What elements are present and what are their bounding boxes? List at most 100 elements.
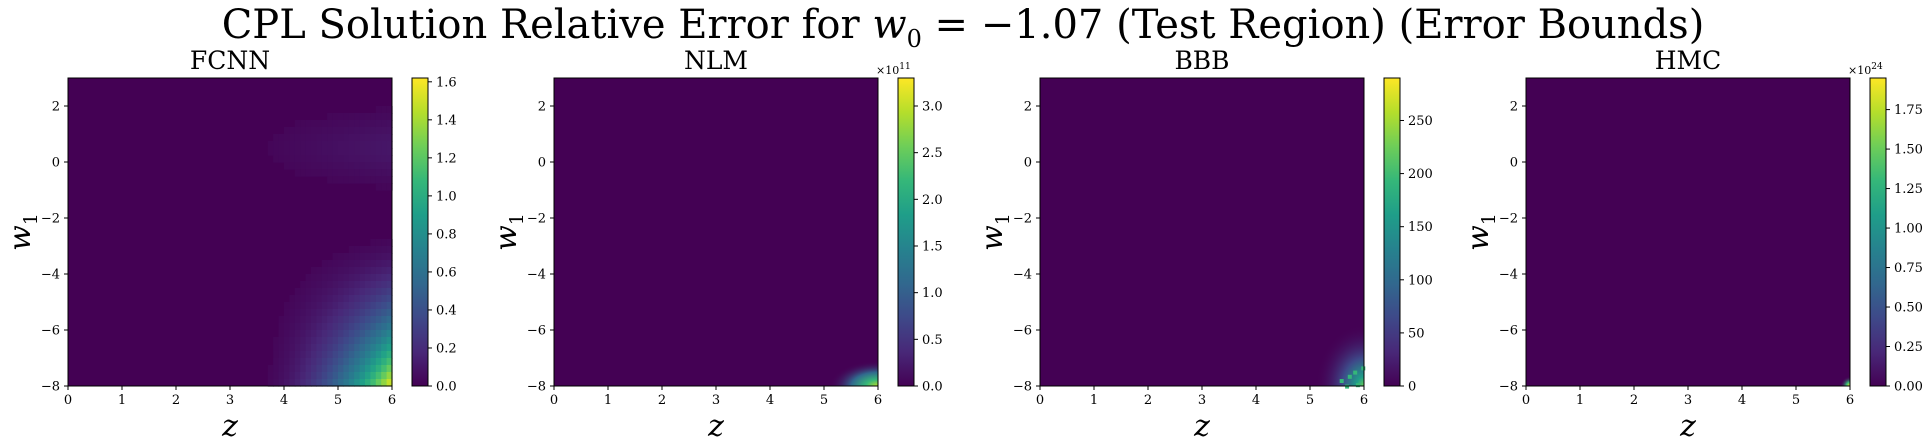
heatmap-cell bbox=[348, 365, 355, 373]
heatmap-cell bbox=[294, 120, 301, 128]
heatmap-cell bbox=[316, 134, 323, 142]
heatmap-cell bbox=[365, 358, 371, 366]
heatmap-cell bbox=[348, 169, 355, 177]
heatmap-cell bbox=[273, 365, 280, 373]
heatmap-cell bbox=[332, 358, 339, 366]
heatmap-cell bbox=[289, 372, 296, 380]
heatmap-cell bbox=[294, 162, 301, 170]
y-tick-label: −4 bbox=[1499, 268, 1518, 283]
heatmap-cell bbox=[311, 295, 317, 303]
heatmap-cell bbox=[359, 113, 366, 121]
heatmap-cell bbox=[365, 344, 371, 352]
heatmap-cell bbox=[289, 316, 296, 324]
x-tick-label: 4 bbox=[1738, 393, 1746, 408]
heatmap-cell bbox=[348, 295, 355, 303]
heatmap-cell bbox=[273, 344, 280, 352]
heatmap-cell bbox=[359, 379, 366, 387]
heatmap-cell bbox=[305, 127, 312, 135]
heatmap-cell bbox=[381, 323, 388, 331]
heatmap-cell bbox=[332, 113, 339, 121]
y-tick-label: −8 bbox=[41, 380, 60, 395]
heatmap-cell bbox=[370, 127, 377, 135]
heatmap-cell bbox=[278, 344, 285, 352]
heatmap-cell bbox=[332, 274, 339, 282]
heatmap-cell bbox=[365, 176, 371, 184]
heatmap-cell bbox=[348, 274, 355, 282]
heatmap-cell bbox=[316, 155, 323, 163]
heatmap-cell bbox=[338, 148, 344, 156]
heatmap-cell bbox=[359, 155, 366, 163]
heatmap-cell bbox=[300, 141, 307, 149]
heatmap-cell bbox=[327, 295, 334, 303]
heatmap-cell bbox=[321, 344, 328, 352]
heatmap-cell bbox=[316, 288, 323, 296]
heatmap-cell bbox=[284, 358, 290, 366]
heatmap-cell bbox=[311, 351, 317, 359]
heatmap-cell bbox=[300, 302, 307, 310]
heatmap-cell bbox=[316, 169, 323, 177]
heatmap-cell bbox=[343, 302, 350, 310]
heatmap-cell bbox=[359, 281, 366, 289]
heatmap-cell bbox=[327, 113, 334, 121]
heatmap-cell bbox=[375, 134, 382, 142]
x-tick-label: 2 bbox=[172, 393, 180, 408]
heatmap-cell bbox=[381, 267, 388, 275]
heatmap-cell bbox=[381, 141, 388, 149]
heatmap-cell bbox=[305, 372, 312, 380]
heatmap-cell bbox=[386, 169, 393, 177]
heatmap-cell bbox=[278, 337, 285, 345]
heatmap-cell bbox=[375, 253, 382, 261]
heatmap-cell bbox=[327, 337, 334, 345]
heatmap-cell bbox=[348, 246, 355, 254]
heatmap-speckle bbox=[1347, 374, 1352, 379]
heatmap-cell bbox=[354, 309, 361, 317]
heatmap-cell bbox=[365, 323, 371, 331]
heatmap-cell bbox=[289, 358, 296, 366]
heatmap-cell bbox=[359, 267, 366, 275]
heatmap-cell bbox=[289, 337, 296, 345]
heatmap-cell bbox=[381, 344, 388, 352]
heatmap-cell bbox=[354, 365, 361, 373]
heatmap-cell bbox=[321, 288, 328, 296]
heatmap-cell bbox=[289, 309, 296, 317]
heatmap-cell bbox=[305, 288, 312, 296]
heatmap-cell bbox=[370, 372, 377, 380]
heatmap-cell bbox=[381, 281, 388, 289]
heatmap-cell bbox=[327, 358, 334, 366]
heatmap-speckle bbox=[1353, 370, 1358, 375]
heatmap-cell bbox=[305, 309, 312, 317]
heatmap-cell bbox=[354, 351, 361, 359]
heatmap-cell bbox=[316, 330, 323, 338]
y-tick-label: −6 bbox=[41, 324, 60, 339]
heatmap-cell bbox=[267, 379, 274, 387]
heatmap-cell bbox=[338, 316, 344, 324]
heatmap-cell bbox=[321, 337, 328, 345]
heatmap-cell bbox=[359, 127, 366, 135]
heatmap-cell bbox=[311, 288, 317, 296]
heatmap-cell bbox=[338, 337, 344, 345]
heatmap-cell bbox=[321, 372, 328, 380]
x-tick-label: 1 bbox=[1576, 393, 1584, 408]
heatmap-cell bbox=[338, 274, 344, 282]
y-tick-label: 2 bbox=[1024, 100, 1032, 115]
heatmap-cell bbox=[381, 253, 388, 261]
y-tick-label: −6 bbox=[1499, 324, 1518, 339]
heatmap-cell bbox=[365, 295, 371, 303]
heatmap-cell bbox=[375, 351, 382, 359]
heatmap-cell bbox=[321, 351, 328, 359]
heatmap-cell bbox=[289, 365, 296, 373]
x-tick-label: 3 bbox=[226, 393, 234, 408]
heatmap-cell bbox=[327, 120, 334, 128]
heatmap-cell bbox=[300, 337, 307, 345]
colorbar-tick-label: 0.0 bbox=[922, 380, 943, 395]
heatmap-cell bbox=[321, 120, 328, 128]
heatmap-cell bbox=[332, 134, 339, 142]
colorbar-tick-label: 0.6 bbox=[436, 265, 457, 280]
heatmap-cell bbox=[370, 288, 377, 296]
colorbar-tick-label: 1.50 bbox=[1894, 143, 1923, 158]
heatmap-cell bbox=[338, 358, 344, 366]
heatmap-cell bbox=[305, 379, 312, 387]
heatmap-cell bbox=[300, 162, 307, 170]
heatmap-cell bbox=[311, 337, 317, 345]
heatmap-cell bbox=[381, 113, 388, 121]
